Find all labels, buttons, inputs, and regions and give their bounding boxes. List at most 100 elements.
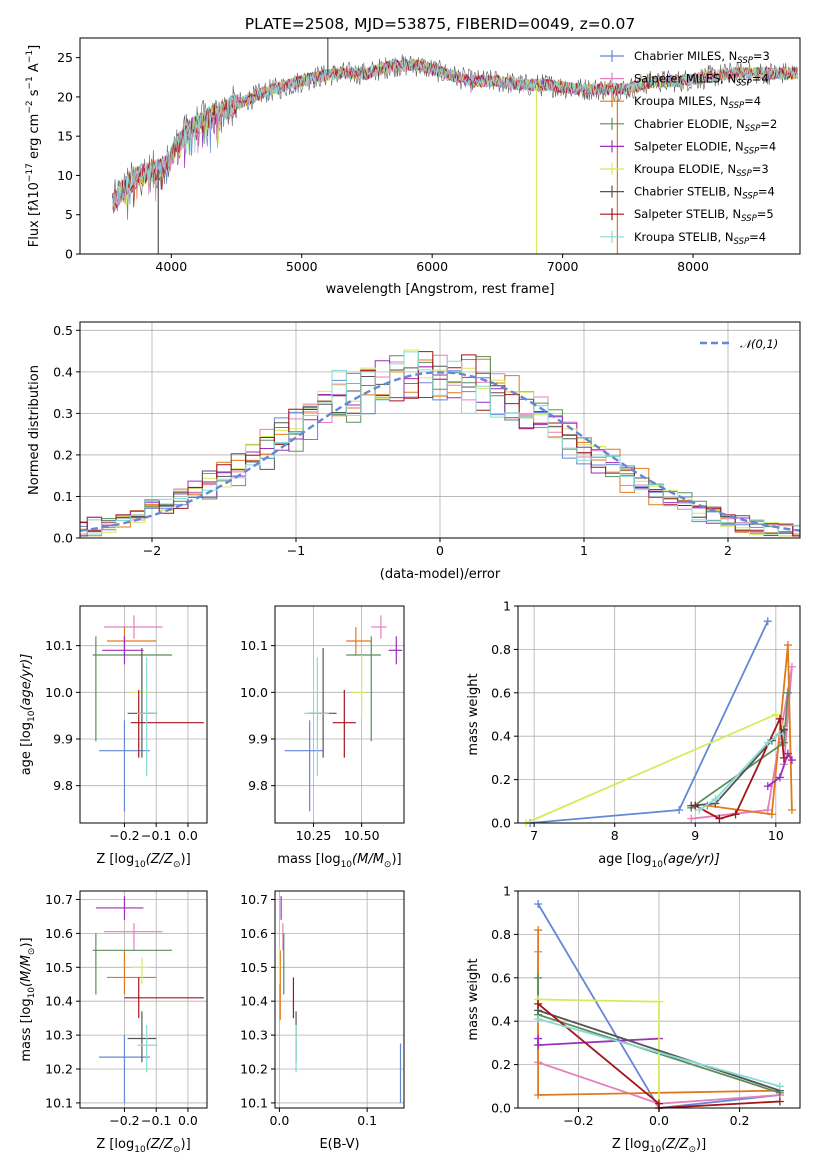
mass-weight-marker (787, 805, 796, 814)
age-mass-plot-area (284, 615, 403, 812)
y-tick-label: 0.3 (53, 406, 73, 421)
mass-weight-line (537, 1009, 781, 1092)
x-axis-label: wavelength [Angstrom, rest frame] (326, 282, 555, 297)
mass-weight-Z-panel: −0.2 0.0 0.2 0.0 0.2 0.4 0.6 0.8 1 Z [log10(Z/Z⊙)… (466, 884, 801, 1155)
legend-label: Salpeter MILES, NSSP=4 (634, 72, 769, 89)
y-axis-label-part: A (27, 63, 42, 76)
y-axis-label-part: erg cm (27, 114, 42, 163)
x-tick-label: 8 (611, 828, 619, 843)
legend-label-text: Kroupa MILES, N (634, 94, 729, 108)
y-axis-label-part: s (27, 89, 42, 100)
y-tick-label: 0.0 (53, 531, 73, 546)
y-tick-label: 10.4 (240, 994, 268, 1009)
legend-label-count: =3 (753, 49, 770, 63)
y-tick-label: 10.2 (240, 1062, 268, 1077)
x-axis-label-part: (Z/Z (661, 1137, 689, 1152)
x-axis-label-part: mass [log (277, 852, 340, 867)
spectrum-line-8 (112, 58, 798, 206)
x-tick-label: 5000 (286, 259, 318, 274)
mass-weight-marker (763, 738, 772, 747)
legend-label-sub: SSP (737, 56, 753, 66)
x-tick-label: 7 (530, 828, 538, 843)
legend-label-text: Chabrier MILES, N (634, 49, 737, 63)
mass-weight-line (691, 666, 793, 820)
y-tick-label: 10.0 (45, 685, 73, 700)
normal-reference-curve (80, 371, 800, 532)
spectrum-plot-area (112, 38, 798, 254)
y-tick-label: 0.0 (491, 1101, 511, 1116)
mass-Z-plot-area (92, 896, 204, 1103)
y-tick-label: 0.4 (53, 364, 73, 379)
x-tick-label: 0.0 (269, 1113, 289, 1128)
x-tick-label: −1 (287, 543, 305, 558)
mass-weight-marker (783, 749, 792, 758)
x-axis-label-part: ⊙ (173, 1145, 181, 1155)
axes-frame (79, 890, 208, 1109)
mass-weight-marker (534, 1041, 543, 1050)
legend-label-sub: SSP (745, 124, 761, 134)
histogram-series-7 (80, 351, 800, 537)
legend-label: Salpeter ELODIE, NSSP=4 (634, 139, 776, 156)
x-axis-label: E(B-V) (319, 1137, 359, 1152)
y-tick-label: 10.1 (45, 638, 73, 653)
legend-label: 𝒩(0,1) (740, 337, 778, 351)
mass-weight-marker (655, 997, 663, 1006)
x-axis-label-part: ⊙ (384, 860, 392, 870)
axes-frame (517, 605, 801, 824)
y-axis-label-part: −1 (25, 76, 35, 89)
y-tick-label: 10.0 (240, 685, 268, 700)
y-tick-label: 5 (65, 207, 73, 222)
x-axis-label-part: )] (181, 852, 191, 867)
mass-weight-marker (779, 738, 788, 747)
y-tick-label: 0.2 (491, 1057, 511, 1072)
axes-frame (274, 890, 405, 1109)
x-axis-label-part: age [log (598, 852, 651, 867)
y-tick-label: 15 (57, 129, 73, 144)
mass-weight-line (537, 1018, 781, 1088)
legend-label: Chabrier MILES, NSSP=3 (634, 49, 770, 66)
y-tick-label: 10.3 (45, 1028, 73, 1043)
axes-frame (274, 605, 405, 824)
x-axis-label: Z [log10(Z/Z⊙)] (96, 852, 190, 870)
legend-label-count: =3 (752, 162, 769, 176)
x-axis-label-part: )] (696, 1137, 706, 1152)
y-tick-label: 10.7 (240, 892, 268, 907)
mass-weight-marker (763, 805, 772, 814)
y-tick-label: 0 (65, 247, 73, 262)
y-tick-label: 0.4 (491, 729, 511, 744)
legend-label-count: =4 (744, 94, 761, 108)
y-axis-label-part: 10 (27, 987, 37, 999)
x-tick-label: 8000 (677, 259, 709, 274)
x-axis-label-part: ⊙ (173, 860, 181, 870)
y-tick-label: 0.4 (491, 1014, 511, 1029)
mass-weight-marker (691, 801, 700, 810)
x-axis-label-part: 10 (134, 1145, 146, 1155)
legend-label: Kroupa MILES, NSSP=4 (634, 94, 761, 111)
mass-weight-marker (775, 1097, 784, 1106)
x-axis-label: Z [log10(Z/Z⊙)] (96, 1137, 190, 1155)
mass-weight-line (525, 713, 785, 824)
x-tick-label: −0.2 (563, 1113, 593, 1128)
legend-label-sub: SSP (734, 237, 750, 247)
legend-label-count: =4 (758, 185, 775, 199)
y-axis-label-part: age [log (19, 722, 34, 775)
y-tick-label: 0.2 (491, 772, 511, 787)
mass-weight-marker (534, 973, 543, 982)
y-tick-label: 20 (57, 89, 73, 104)
x-tick-label: 0 (436, 543, 444, 558)
x-axis-label-part: 10 (134, 860, 146, 870)
x-tick-label: −0.2 (109, 1113, 139, 1128)
y-tick-label: 0.2 (53, 447, 73, 462)
mass-EBV-panel: 0.0 0.1 10.1 10.2 10.3 10.4 10.5 10.6 10.7 E(B-V) (240, 890, 405, 1152)
x-axis-label-part: )] (181, 1137, 191, 1152)
age-Z-panel: −0.2 −0.1 0.09.89.910.010.1Z [log10(Z/Z⊙)]… (19, 605, 208, 870)
x-tick-label: 10 (768, 828, 784, 843)
legend-label-sub: SSP (742, 192, 758, 202)
mass-weight-line (698, 733, 781, 811)
x-axis-label: mass [log10(M/M⊙)] (277, 852, 401, 870)
y-tick-label: 0.0 (491, 816, 511, 831)
y-axis-label-part: −1 (25, 50, 35, 63)
axes-frame (79, 605, 208, 824)
y-axis-label-part: Flux [f (27, 206, 42, 247)
